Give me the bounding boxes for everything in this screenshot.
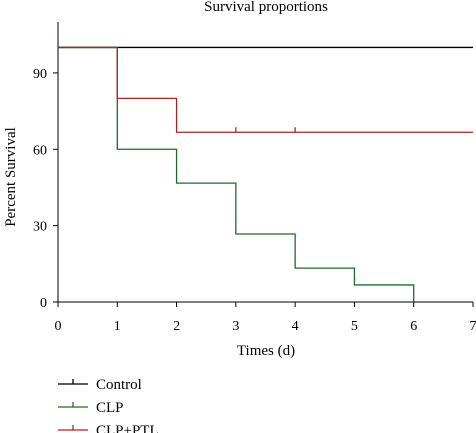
x-axis-ticks: 0 1 2 3 4 5 6 7 [55, 302, 476, 334]
x-axis-label: Times (d) [237, 343, 295, 359]
series-clp-line [58, 46, 415, 302]
y-axis-ticks: 0 30 60 90 [33, 67, 58, 311]
y-axis-label: Percent Survival [3, 127, 19, 227]
series-clp-ptl-line [58, 46, 473, 133]
axes [57, 22, 473, 303]
y-tick-label: 60 [33, 143, 47, 158]
legend-clp-label: CLP [96, 400, 124, 416]
x-tick-label: 7 [470, 319, 476, 334]
x-tick-label: 2 [173, 319, 180, 334]
legend-clp-ptl-label: CLP+PTL [96, 423, 159, 433]
legend-control-label: Control [96, 377, 142, 393]
x-tick-label: 1 [114, 319, 121, 334]
x-tick-label: 3 [232, 319, 239, 334]
y-tick-label: 30 [33, 220, 47, 235]
x-tick-label: 6 [410, 319, 417, 334]
x-tick-label: 4 [292, 319, 299, 334]
series-layer [58, 46, 473, 302]
legend: Control CLP CLP+PTL [58, 377, 159, 433]
y-tick-label: 90 [33, 67, 47, 82]
x-tick-label: 0 [55, 319, 62, 334]
y-tick-label: 0 [40, 296, 47, 311]
x-tick-label: 5 [351, 319, 358, 334]
chart-title: Survival proportions [204, 0, 328, 15]
